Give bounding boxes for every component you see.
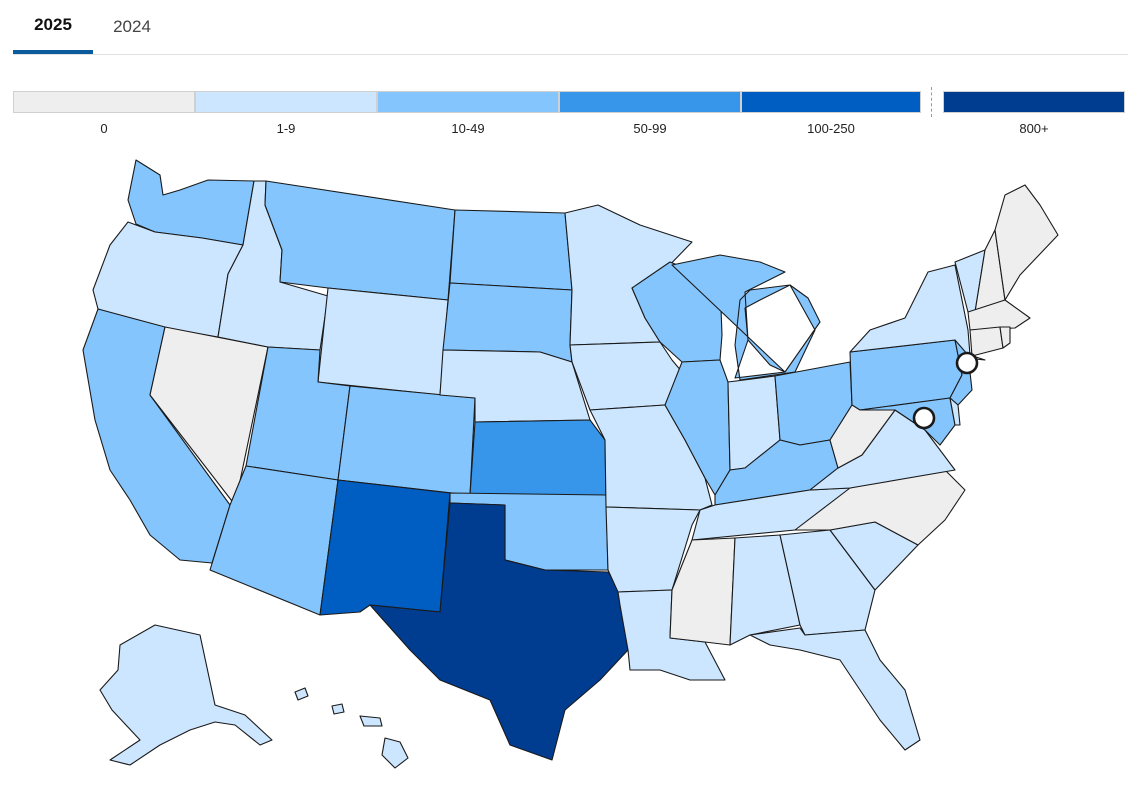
state-ri[interactable] [999, 326, 1011, 349]
state-wy[interactable] [317, 287, 449, 396]
state-az[interactable] [209, 465, 339, 616]
legend-label-50-99: 50-99 [633, 121, 667, 136]
tab-2025[interactable]: 2025 [13, 0, 93, 54]
legend-swatch-10-49 [377, 91, 559, 113]
state-mi[interactable] [671, 254, 821, 381]
state-me[interactable] [994, 184, 1059, 301]
state-hi[interactable] [294, 687, 409, 769]
legend-swatch-1-9 [195, 91, 377, 113]
legend-label-10-49: 10-49 [451, 121, 485, 136]
state-ak[interactable] [99, 624, 273, 766]
legend-divider [931, 87, 932, 117]
state-mt[interactable] [264, 180, 456, 301]
state-fl[interactable] [749, 627, 921, 751]
legend-label-800-plus: 800+ [1019, 121, 1049, 136]
legend-swatch-0 [13, 91, 195, 113]
legend-swatch-50-99 [559, 91, 741, 113]
legend-label-1-9: 1-9 [276, 121, 296, 136]
state-de[interactable] [949, 397, 961, 426]
state-al[interactable] [729, 534, 801, 646]
state-ma[interactable] [967, 299, 1031, 331]
state-nm[interactable] [319, 479, 451, 616]
state-ks[interactable] [469, 419, 607, 496]
state-tx[interactable] [369, 502, 629, 761]
city-marker-washington-dc[interactable] [912, 406, 936, 430]
year-tabs: 2025 2024 [13, 0, 1128, 55]
state-ct[interactable] [969, 326, 1004, 357]
legend-swatch-800-plus [943, 91, 1125, 113]
legend-label-0: 0 [100, 121, 108, 136]
state-ia[interactable] [569, 341, 683, 411]
city-marker-new-york[interactable] [955, 351, 979, 375]
map-legend: 0 1-9 10-49 50-99 100-250 800+ [13, 87, 1128, 141]
state-co[interactable] [337, 385, 476, 496]
tab-2024[interactable]: 2024 [113, 17, 151, 36]
legend-swatch-100-250 [741, 91, 921, 113]
state-nd[interactable] [449, 209, 573, 291]
legend-label-100-250: 100-250 [807, 121, 855, 136]
